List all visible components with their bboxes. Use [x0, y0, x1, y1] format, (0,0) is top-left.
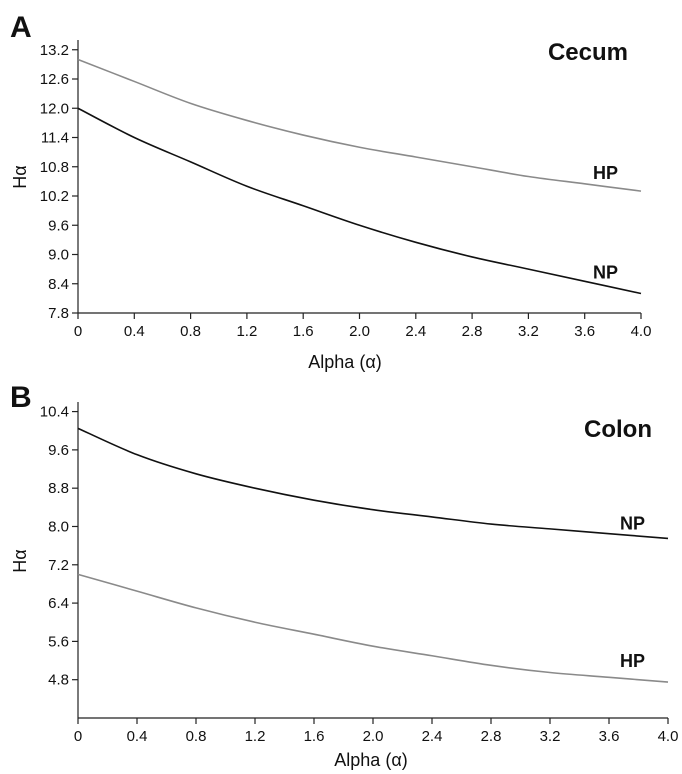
panel-a-series: HP NP — [77, 58, 642, 295]
panel-b-y-tick-label: 8.8 — [48, 480, 69, 497]
panel-a-y-tick-label: 13.2 — [40, 42, 69, 59]
panel-a-y-tick-label: 8.4 — [48, 276, 69, 293]
panel-a-ticks: 0 0.4 0.8 1.2 1.6 2.0 2.4 2.8 3.2 3.6 4.0 7.8 8.4 9.0… — [40, 42, 652, 340]
panel-a-x-tick-label: 4.0 — [631, 323, 652, 340]
panel-b-x-tick-label: 2.4 — [422, 728, 443, 745]
panel-b-x-tick-label: 0.4 — [127, 728, 148, 745]
panel-a-x-tick-label: 1.2 — [236, 323, 257, 340]
panel-b-x-tick-label: 3.2 — [540, 728, 561, 745]
panel-b-hp-label: HP — [620, 651, 645, 671]
panel-a-x-tick-label: 3.6 — [574, 323, 595, 340]
panel-b-y-tick-label: 4.8 — [48, 672, 69, 689]
panel-a-np-line — [77, 107, 642, 295]
panel-a-hp-line — [77, 58, 642, 192]
panel-b-y-tick-label: 9.6 — [48, 442, 69, 459]
panel-a-y-tick-label: 10.2 — [40, 188, 69, 205]
panel-a-hp-label: HP — [593, 163, 618, 183]
panel-b-x-tick-label: 4.0 — [658, 728, 679, 745]
panel-a-y-tick-label: 11.4 — [41, 130, 69, 147]
panel-b-x-tick-label: 3.6 — [599, 728, 620, 745]
panel-b-y-tick-label: 5.6 — [48, 633, 69, 650]
panel-b-y-tick-label: 8.0 — [48, 518, 69, 535]
panel-b-x-axis-label: Alpha (α) — [334, 750, 407, 770]
panel-a-x-tick-label: 3.2 — [518, 323, 539, 340]
panel-b-np-line — [77, 427, 669, 540]
panel-a-y-tick-label: 12.0 — [40, 100, 69, 117]
panel-a-y-tick-label: 7.8 — [48, 305, 69, 322]
panel-b-series: NP HP — [77, 427, 669, 683]
panel-b-y-axis-label: Hα — [10, 549, 30, 572]
panel-b-y-tick-label: 10.4 — [40, 404, 69, 421]
panel-a-y-tick-label: 9.0 — [48, 247, 69, 264]
panel-a-x-tick-label: 0 — [74, 323, 82, 340]
panel-b-letter: B — [10, 381, 32, 414]
panel-b-ticks: 0 0.4 0.8 1.2 1.6 2.0 2.4 2.8 3.2 3.6 4.0 4.8 5.6 6.4… — [40, 404, 679, 745]
panel-a-x-tick-label: 2.8 — [462, 323, 483, 340]
panel-a-x-tick-label: 0.4 — [124, 323, 145, 340]
panel-a-x-tick-label: 2.4 — [405, 323, 426, 340]
panel-a-letter: A — [10, 11, 32, 44]
panel-a-chart: A Cecum Alpha (α) Hα 0 0.4 0.8 1.2 1.6 2.0 2.4… — [10, 11, 651, 372]
panel-a-y-tick-label: 9.6 — [48, 217, 69, 234]
panel-a-x-tick-label: 2.0 — [349, 323, 370, 340]
panel-a-y-tick-label: 12.6 — [40, 71, 69, 88]
panel-a-y-axis-label: Hα — [10, 165, 30, 188]
panel-b-x-tick-label: 1.6 — [304, 728, 325, 745]
panel-b-x-tick-label: 0 — [74, 728, 82, 745]
panel-a-y-tick-label: 10.8 — [40, 159, 69, 176]
panel-a-title: Cecum — [548, 39, 628, 66]
panel-b-y-tick-label: 6.4 — [48, 595, 69, 612]
panel-b-x-tick-label: 2.8 — [481, 728, 502, 745]
panel-b-chart: B Colon Alpha (α) Hα 0 0.4 0.8 1.2 1.6 2.0 2.4… — [10, 381, 678, 770]
panel-b-np-label: NP — [620, 513, 645, 533]
panel-b-y-tick-label: 7.2 — [48, 557, 69, 574]
panel-b-x-tick-label: 2.0 — [363, 728, 384, 745]
panel-b-x-tick-label: 1.2 — [245, 728, 266, 745]
panel-b-hp-line — [77, 573, 669, 683]
panel-b-x-tick-label: 0.8 — [186, 728, 207, 745]
panel-a-np-label: NP — [593, 263, 618, 283]
panel-b-title: Colon — [584, 416, 652, 443]
panel-a-x-tick-label: 1.6 — [293, 323, 314, 340]
panel-a-x-axis-label: Alpha (α) — [308, 352, 381, 372]
panel-a-x-tick-label: 0.8 — [180, 323, 201, 340]
